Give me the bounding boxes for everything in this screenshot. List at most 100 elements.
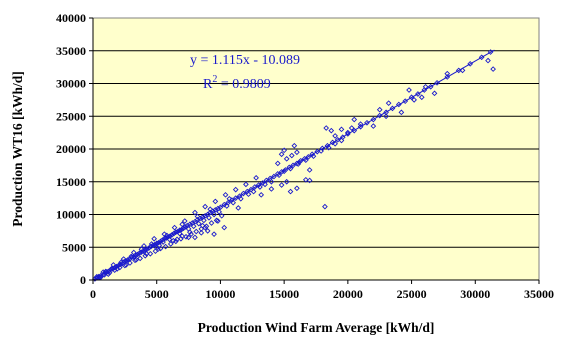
data-point (133, 256, 140, 263)
data-point (232, 186, 239, 193)
data-point (418, 94, 425, 101)
data-point (291, 142, 298, 149)
data-point (281, 168, 287, 175)
data-point (190, 223, 197, 230)
data-point (406, 87, 412, 93)
r-squared-value: = 0.9809 (217, 77, 270, 92)
data-point (294, 185, 300, 192)
data-point (170, 237, 177, 244)
y-tick-label: 20000 (56, 142, 86, 156)
data-point (138, 246, 145, 253)
data-point (166, 236, 173, 243)
data-point (204, 228, 211, 234)
data-point (198, 230, 205, 236)
data-point (120, 256, 127, 262)
x-tick-labels: 0 5000 10000 15000 20000 25000 30000 35000 (90, 280, 554, 301)
data-point (201, 217, 207, 224)
data-point (274, 160, 281, 167)
data-point (171, 224, 178, 231)
data-point (262, 181, 268, 188)
data-point (137, 255, 143, 262)
data-point (398, 109, 405, 116)
data-point (223, 203, 230, 209)
y-tick-label: 30000 (56, 77, 86, 91)
data-point (351, 116, 358, 123)
data-point (102, 268, 109, 275)
data-point (179, 233, 186, 239)
data-point (142, 252, 149, 259)
y-tick-label: 5000 (62, 240, 86, 254)
data-point (215, 218, 221, 224)
data-point (211, 231, 217, 237)
x-axis-title: Production Wind Farm Average [kWh/d] (198, 320, 435, 335)
data-point (444, 70, 451, 77)
data-point (172, 238, 179, 245)
data-point (123, 262, 129, 268)
r-squared-label: R2 = 0.9809 (203, 74, 271, 92)
data-point (253, 174, 259, 181)
data-point (192, 209, 198, 216)
data-point (278, 151, 285, 158)
data-point (325, 144, 332, 151)
data-point (322, 203, 328, 210)
data-point (245, 191, 252, 198)
data-point (226, 195, 233, 202)
data-point (179, 221, 186, 228)
data-point (187, 229, 193, 236)
data-point (338, 137, 345, 144)
data-point (328, 127, 335, 134)
data-point (345, 129, 351, 136)
y-tick-label: 15000 (56, 175, 86, 189)
data-point (323, 125, 330, 131)
data-point (167, 241, 174, 247)
data-point (192, 234, 198, 241)
x-tick-label: 10000 (205, 287, 235, 301)
data-point (306, 177, 313, 184)
data-point (332, 140, 338, 147)
data-point (161, 231, 168, 237)
data-point (431, 90, 438, 97)
r-squared-prefix: R (203, 77, 213, 92)
data-point (208, 220, 215, 226)
data-point (243, 181, 249, 188)
r-squared-exponent: 2 (212, 74, 217, 85)
data-point (185, 234, 192, 241)
y-tick-label: 40000 (56, 11, 86, 25)
data-point (141, 243, 147, 249)
data-point (174, 236, 180, 243)
data-point (283, 178, 290, 185)
data-point (202, 203, 208, 210)
y-tick-label: 0 (80, 273, 86, 287)
y-axis-title: Production WT16 [kWh/d] (10, 71, 25, 227)
data-point (235, 205, 242, 211)
data-point (181, 218, 188, 224)
trendline-equation: y = 1.115x - 10.089 (190, 53, 300, 68)
y-tick-label: 10000 (56, 208, 86, 222)
data-point (114, 266, 121, 272)
y-tick-labels: 0 5000 10000 15000 20000 25000 30000 35000 40000 (56, 11, 93, 287)
data-point (199, 222, 206, 229)
data-point (257, 184, 263, 190)
x-tick-label: 20000 (333, 287, 363, 301)
data-point (162, 243, 169, 250)
data-point (376, 106, 383, 113)
data-point (193, 228, 200, 235)
data-point (385, 100, 392, 106)
data-point (221, 224, 228, 231)
data-point (176, 230, 183, 237)
data-point (143, 250, 150, 257)
data-point (195, 220, 202, 227)
data-point (194, 213, 201, 220)
data-point (370, 123, 377, 129)
data-point (250, 188, 257, 195)
data-point (188, 231, 194, 237)
data-point (258, 192, 265, 198)
data-point (348, 125, 355, 131)
data-point (383, 113, 389, 120)
data-point (338, 126, 345, 133)
x-tick-label: 5000 (145, 287, 169, 301)
data-point (105, 271, 112, 277)
data-point (151, 235, 158, 242)
data-point (212, 198, 219, 205)
